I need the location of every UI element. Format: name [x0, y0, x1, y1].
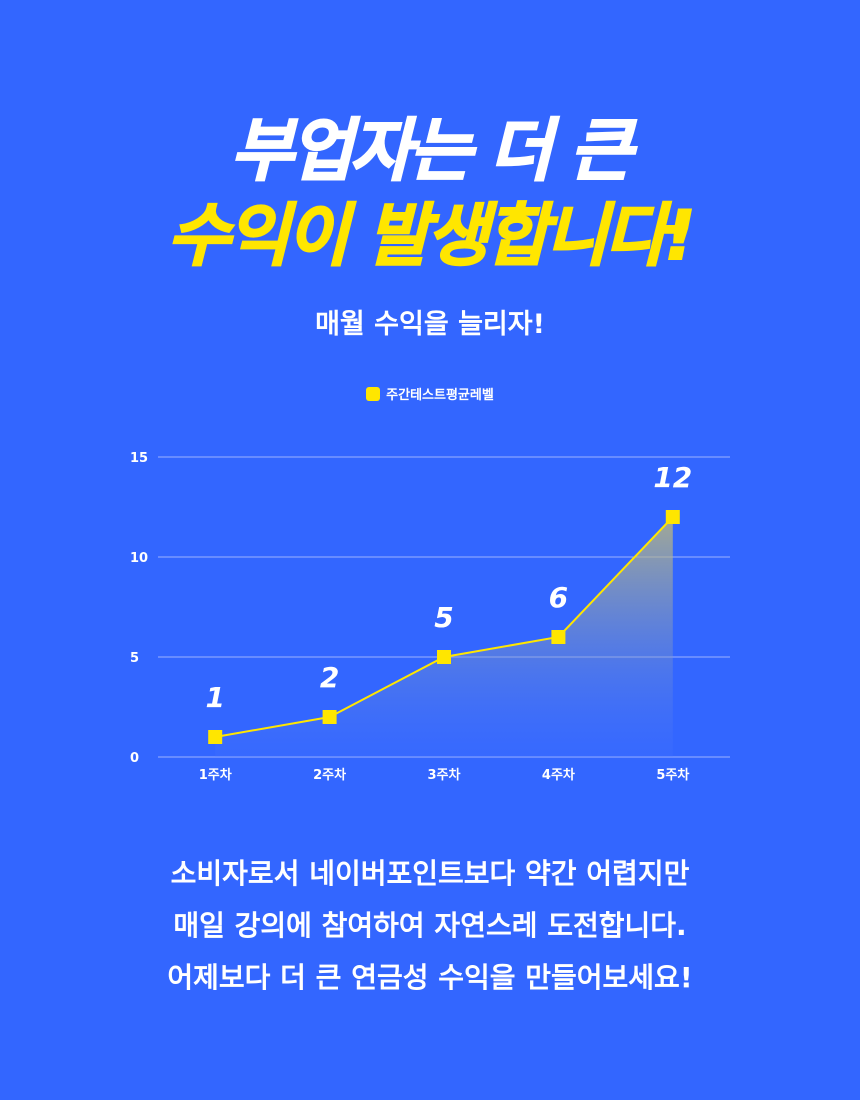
x-tick-label: 4주차	[542, 767, 575, 783]
data-label: 1	[205, 681, 224, 714]
y-tick-label: 10	[130, 551, 148, 566]
body-line-2: 매일 강의에 참여하여 자연스레 도전합니다.	[173, 909, 687, 942]
data-label: 2	[320, 661, 339, 694]
x-tick-label: 5주차	[656, 767, 689, 783]
headline-line-1: 부업자는 더 큰	[230, 111, 634, 192]
series-area	[215, 517, 673, 757]
y-tick-label: 0	[130, 751, 139, 766]
data-point	[437, 650, 451, 664]
data-point	[208, 730, 223, 744]
body-text: 소비자로서 네이버포인트보다 약간 어렵지만 매일 강의에 참여하여 자연스레 …	[0, 848, 860, 1004]
data-label: 5	[434, 601, 453, 634]
y-tick-label: 15	[130, 451, 148, 466]
data-point	[322, 710, 337, 724]
headline-line-2: 수익이 발생합니다!	[166, 196, 696, 277]
chart-legend: 주간테스트평균레벨	[0, 384, 860, 403]
data-label: 12	[653, 461, 692, 494]
data-point	[665, 510, 680, 524]
legend-label: 주간테스트평균레벨	[386, 388, 494, 403]
body-line-1: 소비자로서 네이버포인트보다 약간 어렵지만	[170, 857, 690, 890]
body-line-3: 어제보다 더 큰 연금성 수익을 만들어보세요!	[167, 961, 693, 994]
data-label: 6	[549, 581, 568, 614]
x-tick-label: 1주차	[199, 767, 232, 783]
subtitle: 매월 수익을 늘리자!	[315, 309, 545, 340]
x-tick-label: 2주차	[313, 767, 346, 783]
x-tick-label: 3주차	[428, 767, 461, 783]
data-point	[551, 630, 566, 644]
legend-swatch	[366, 386, 381, 401]
y-tick-label: 5	[130, 651, 139, 666]
